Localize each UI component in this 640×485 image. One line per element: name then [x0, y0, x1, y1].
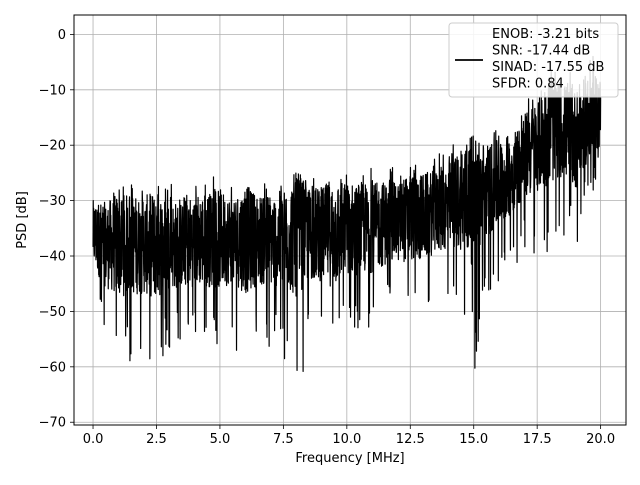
y-tick-label: −60 [39, 360, 66, 375]
x-tick-label: 17.5 [523, 432, 552, 447]
y-tick-label: −50 [39, 305, 66, 320]
x-tick-label: 12.5 [396, 432, 425, 447]
x-tick-label: 10.0 [332, 432, 361, 447]
legend-entry-line: SINAD: -17.55 dB [492, 60, 604, 75]
y-axis: 0 −10 −20 −30 −40 −50 −60 −70 [39, 28, 74, 431]
x-tick-label: 15.0 [459, 432, 488, 447]
series-layer [92, 55, 602, 373]
legend-entry-line: SFDR: 0.84 [492, 77, 564, 92]
legend-entry-line: SNR: -17.44 dB [492, 44, 590, 59]
plot-frame [73, 14, 627, 426]
y-axis-label: PSD [dB] [15, 191, 30, 249]
y-tick-label: −40 [39, 250, 66, 265]
x-axis: 0.0 2.5 5.0 7.5 10.0 12.5 15.0 17.5 20.0 [83, 425, 615, 447]
x-tick-label: 0.0 [83, 432, 104, 447]
psd-series-line [92, 55, 602, 373]
y-tick-label: 0 [58, 28, 66, 43]
legend-box [448, 22, 619, 98]
x-tick-label: 20.0 [586, 432, 615, 447]
y-tick-label: −30 [39, 194, 66, 209]
y-tick-label: −10 [39, 83, 66, 98]
legend-entry-line: ENOB: -3.21 bits [492, 27, 599, 42]
x-tick-label: 5.0 [210, 432, 231, 447]
x-axis-label: Frequency [MHz] [295, 451, 404, 466]
y-tick-label: −20 [39, 139, 66, 154]
x-tick-label: 2.5 [146, 432, 167, 447]
y-tick-label: −70 [39, 416, 66, 431]
x-tick-label: 7.5 [273, 432, 294, 447]
